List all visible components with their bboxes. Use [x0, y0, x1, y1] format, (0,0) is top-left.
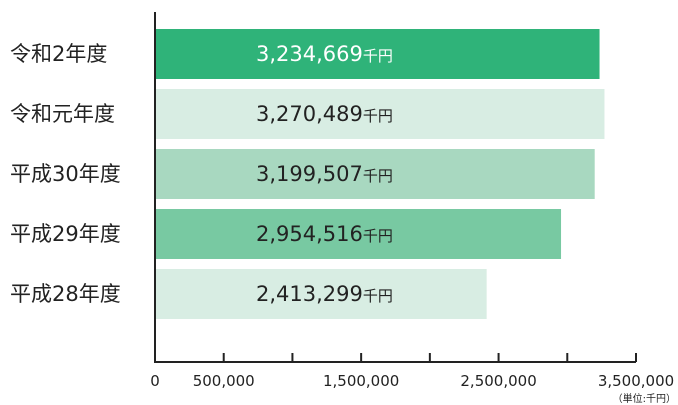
- bar-3: [155, 149, 595, 199]
- tick-label-8: 3,500,000: [598, 372, 674, 390]
- value-label-5: 2,413,299千円: [256, 282, 393, 306]
- value-number-1: 3,234,669: [256, 42, 363, 66]
- category-label-4: 平成29年度: [10, 222, 121, 246]
- value-unit-5: 千円: [363, 287, 393, 305]
- value-unit-4: 千円: [363, 227, 393, 245]
- x-axis-ticks: 0 500,000 1,500,000 2,500,000 3,500,000: [150, 353, 674, 390]
- value-number-3: 3,199,507: [256, 162, 363, 186]
- value-number-5: 2,413,299: [256, 282, 363, 306]
- tick-label-6: 2,500,000: [460, 372, 536, 390]
- value-label-2: 3,270,489千円: [256, 102, 393, 126]
- value-label-3: 3,199,507千円: [256, 162, 393, 186]
- value-unit-1: 千円: [363, 47, 393, 65]
- value-labels: 3,234,669千円3,270,489千円3,199,507千円2,954,5…: [256, 42, 393, 306]
- unit-note: （単位:千円）: [613, 392, 676, 405]
- category-label-3: 平成30年度: [10, 162, 121, 186]
- bars-group: [155, 29, 605, 319]
- value-label-4: 2,954,516千円: [256, 222, 393, 246]
- bar-1: [155, 29, 600, 79]
- bar-2: [155, 89, 605, 139]
- category-label-2: 令和元年度: [10, 102, 115, 126]
- value-unit-3: 千円: [363, 167, 393, 185]
- category-label-5: 平成28年度: [10, 282, 121, 306]
- category-label-1: 令和2年度: [10, 42, 107, 66]
- value-label-1: 3,234,669千円: [256, 42, 393, 66]
- bar-4: [155, 209, 562, 259]
- tick-label-4: 1,500,000: [323, 372, 399, 390]
- bar-5: [155, 269, 487, 319]
- value-unit-2: 千円: [363, 107, 393, 125]
- value-number-2: 3,270,489: [256, 102, 363, 126]
- tick-label-1: 0: [150, 372, 160, 390]
- tick-label-2: 500,000: [193, 372, 255, 390]
- value-number-4: 2,954,516: [256, 222, 363, 246]
